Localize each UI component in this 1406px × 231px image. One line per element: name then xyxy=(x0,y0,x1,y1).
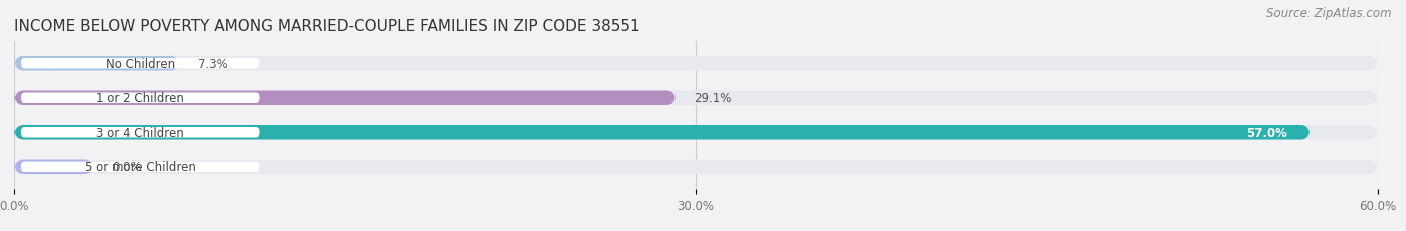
Text: No Children: No Children xyxy=(105,58,174,70)
Text: 57.0%: 57.0% xyxy=(1246,126,1286,139)
Text: 7.3%: 7.3% xyxy=(198,58,228,70)
Text: 29.1%: 29.1% xyxy=(693,92,731,105)
FancyBboxPatch shape xyxy=(21,59,260,69)
FancyBboxPatch shape xyxy=(14,57,180,71)
FancyBboxPatch shape xyxy=(21,162,260,172)
FancyBboxPatch shape xyxy=(14,125,1309,140)
FancyBboxPatch shape xyxy=(14,125,1378,140)
Text: Source: ZipAtlas.com: Source: ZipAtlas.com xyxy=(1267,7,1392,20)
FancyBboxPatch shape xyxy=(14,160,94,174)
Text: 3 or 4 Children: 3 or 4 Children xyxy=(97,126,184,139)
FancyBboxPatch shape xyxy=(21,128,260,138)
FancyBboxPatch shape xyxy=(14,160,1378,174)
Text: 0.0%: 0.0% xyxy=(112,161,142,173)
FancyBboxPatch shape xyxy=(21,93,260,103)
Text: INCOME BELOW POVERTY AMONG MARRIED-COUPLE FAMILIES IN ZIP CODE 38551: INCOME BELOW POVERTY AMONG MARRIED-COUPL… xyxy=(14,18,640,33)
FancyBboxPatch shape xyxy=(14,57,1378,71)
Text: 5 or more Children: 5 or more Children xyxy=(84,161,195,173)
FancyBboxPatch shape xyxy=(14,91,675,106)
FancyBboxPatch shape xyxy=(14,91,1378,106)
Text: 1 or 2 Children: 1 or 2 Children xyxy=(96,92,184,105)
